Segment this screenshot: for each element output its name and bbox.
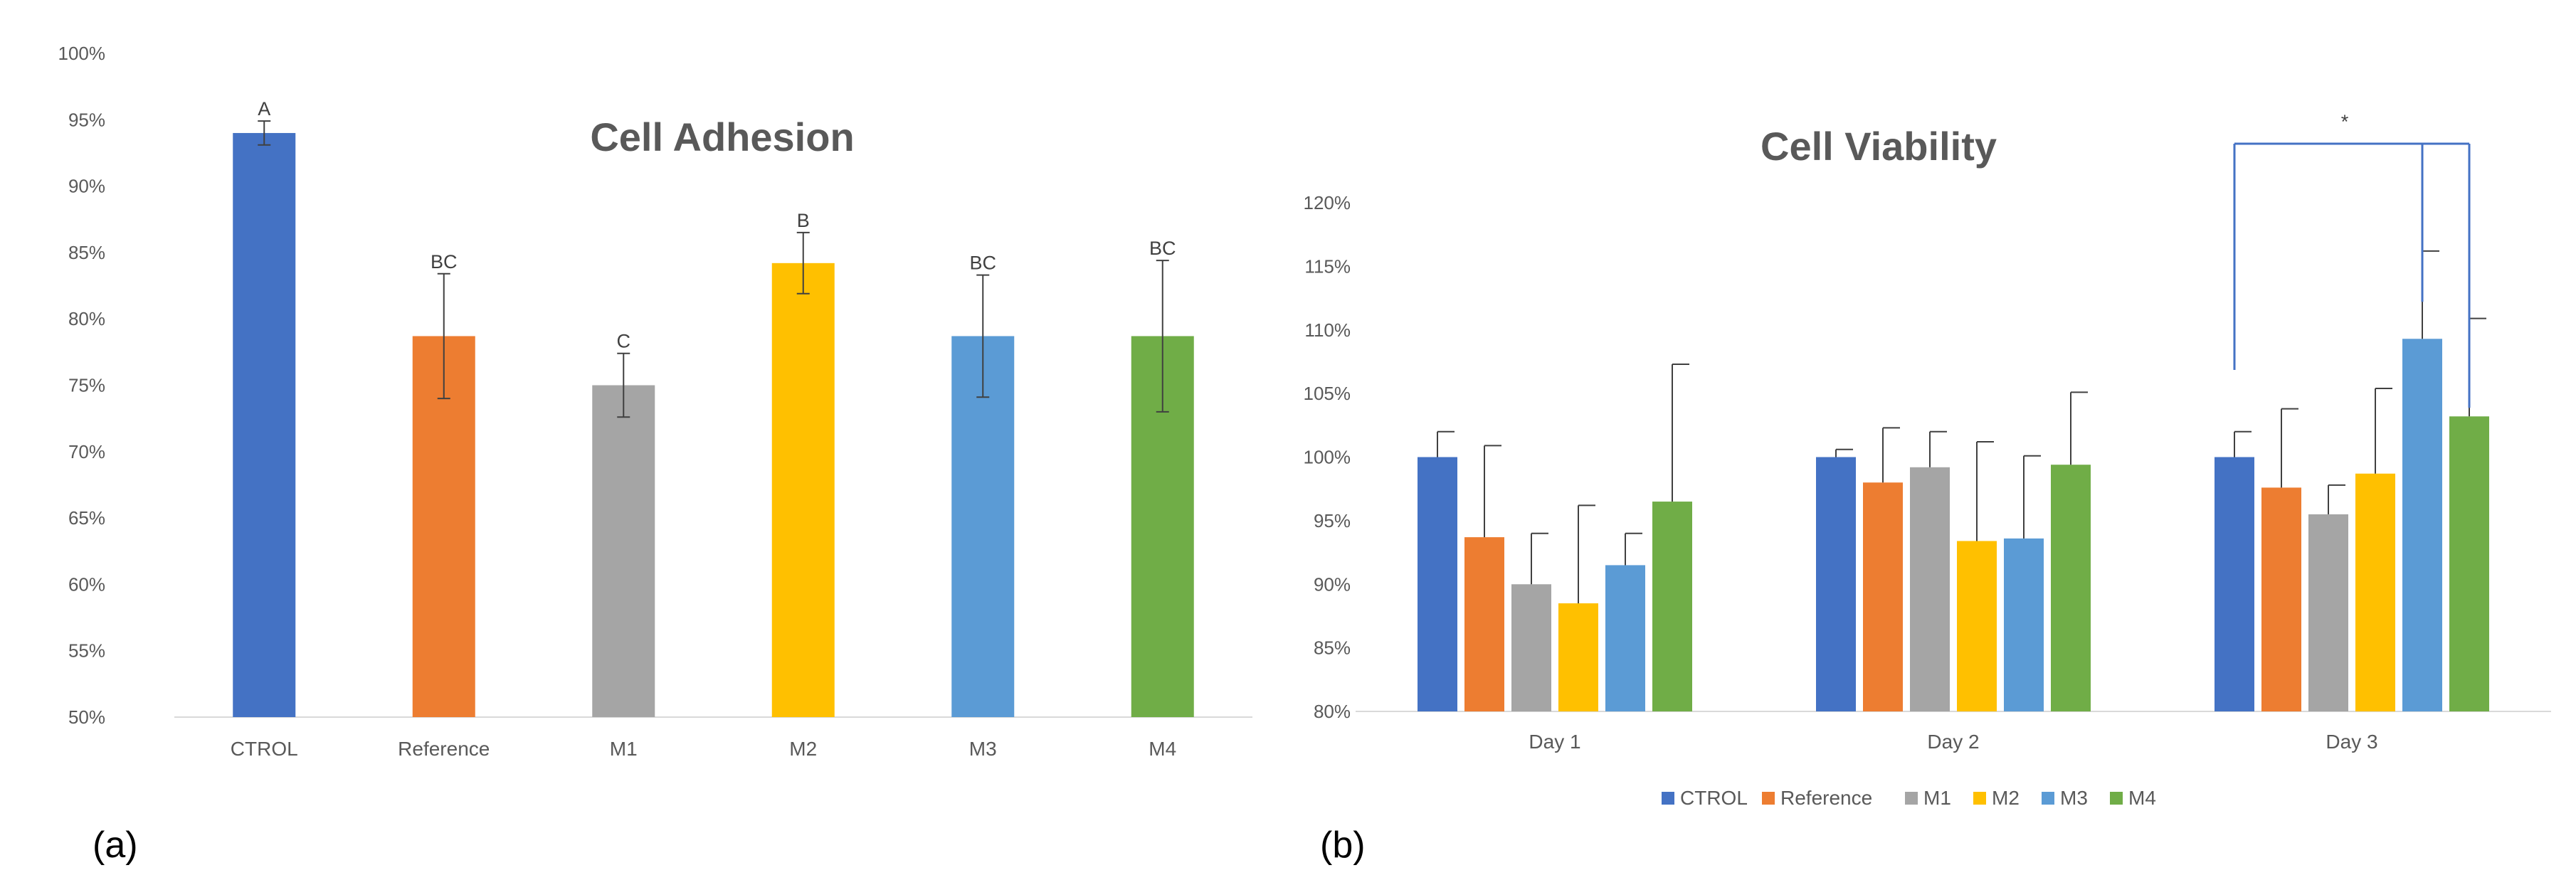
y-tick-label: 65% [68,507,105,529]
y-tick-label: 90% [1314,573,1351,595]
legend-label-m4: M4 [2128,787,2156,809]
y-tick-label: 95% [1314,510,1351,531]
chart-title: Cell Viability [1761,124,1997,169]
letter-label: B [797,210,810,231]
error-bars [258,120,1169,418]
y-tick-label: 80% [1314,701,1351,722]
x-axis-tick-labels: Day 1 Day 2 Day 3 [1529,731,2377,753]
y-tick-label: 100% [58,43,106,64]
bar-reference [412,336,475,717]
legend-label-m3: M3 [2060,787,2088,809]
bar-ctrol [1418,457,1457,711]
legend-swatch-m3 [2042,792,2054,805]
x-tick-label: M3 [969,738,997,760]
bar-m3 [2004,538,2044,711]
bar-m1 [1511,584,1551,711]
bar-reference [1863,482,1903,711]
y-tick-label: 60% [68,573,105,595]
letter-label: A [258,98,270,120]
x-tick-label: M1 [610,738,638,760]
bar-m2 [1957,541,1997,711]
y-tick-label: 115% [1304,255,1351,277]
y-tick-label: 85% [1314,637,1351,659]
y-tick-label: 75% [68,375,105,396]
bar-m2 [1558,603,1598,711]
bar-reference [1464,537,1504,711]
y-tick-label: 100% [1304,447,1351,468]
letter-label: C [617,331,631,352]
x-tick-label: Day 1 [1529,731,1580,753]
x-tick-label: M4 [1149,738,1176,760]
x-axis-tick-labels: CTROL Reference M1 M2 M3 M4 [231,738,1176,760]
bar-m4 [2051,465,2091,711]
cell-viability-chart: Cell Viability 80% 85% 90% 95% 100% 105% 110% 1… [1304,111,2551,866]
x-tick-label: Reference [398,738,490,760]
y-tick-label: 110% [1304,319,1351,341]
legend-label-m2: M2 [1992,787,2020,809]
y-axis-ticks: 80% 85% 90% 95% 100% 105% 110% 115% 120% [1304,192,1351,722]
legend: CTROL Reference M1 M2 M3 M4 [1662,787,2156,809]
y-tick-label: 90% [68,176,105,197]
y-tick-label: 95% [68,109,105,130]
x-tick-label: Day 2 [1927,731,1979,753]
legend-label-reference: Reference [1780,787,1872,809]
legend-label-ctrol: CTROL [1680,787,1748,809]
x-tick-label: Day 3 [2326,731,2377,753]
y-tick-label: 105% [1304,383,1351,404]
y-tick-label: 120% [1304,192,1351,213]
y-tick-label: 55% [68,640,105,662]
bar-ctrol [1816,457,1856,711]
y-tick-label: 50% [68,706,105,728]
bar-m1 [592,385,655,717]
significance-star: * [2341,111,2349,132]
letter-label: BC [969,253,996,274]
bars [233,132,1194,717]
letter-label: BC [431,251,458,272]
significance-bracket: * [2233,111,2471,408]
bar-m3 [1605,565,1645,711]
bar-ctrol [233,132,296,717]
panel-label-a: (a) [93,825,138,866]
legend-swatch-m2 [1973,792,1986,805]
legend-swatch-m4 [2110,792,2123,805]
legend-swatch-ctrol [1662,792,1674,805]
x-tick-label: CTROL [231,738,298,760]
y-tick-label: 85% [68,242,105,263]
bar-m4 [1652,502,1692,711]
bar-m1 [2308,514,2348,711]
bar-ctrol [2215,457,2254,711]
bar-m1 [1910,467,1950,711]
letter-label: BC [1149,238,1176,259]
legend-swatch-m1 [1905,792,1918,805]
chart-title: Cell Adhesion [590,115,854,159]
bars [1418,339,2489,711]
bar-m4 [2449,416,2489,711]
bar-m2 [2355,473,2395,711]
significance-letters: A BC C B BC BC [258,98,1176,352]
bar-reference [2261,487,2301,711]
y-tick-label: 70% [68,441,105,462]
legend-label-m1: M1 [1923,787,1951,809]
bar-m3 [2402,339,2442,711]
y-tick-label: 80% [68,308,105,329]
bar-m2 [771,263,835,717]
y-axis-ticks: 50% 55% 60% 65% 70% 75% 80% 85% 90% 95% 100% [58,43,106,728]
cell-adhesion-chart: Cell Adhesion 50% 55% 60% 65% 70% 75% 80% 85% 90… [58,43,1252,866]
bar-m3 [951,336,1015,717]
panel-label-b: (b) [1320,825,1366,866]
legend-swatch-reference [1762,792,1775,805]
x-tick-label: M2 [789,738,817,760]
